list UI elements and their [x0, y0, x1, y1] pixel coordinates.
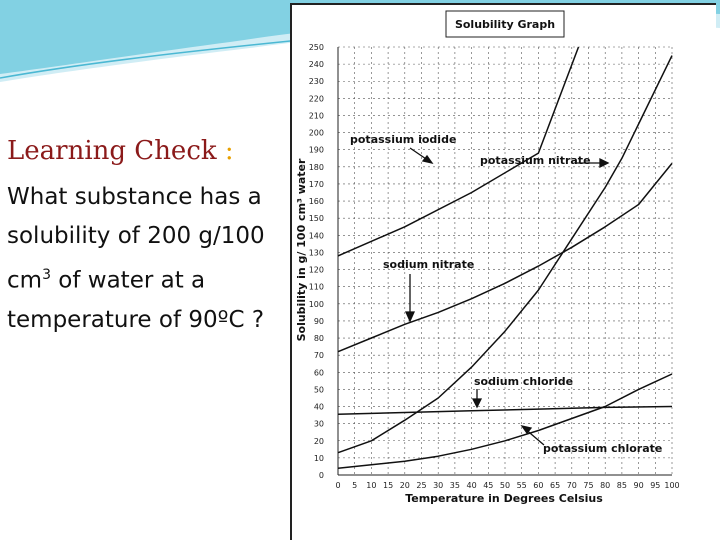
y-axis-label: Solubility in g/ 100 cm³ water — [295, 158, 308, 341]
y-tick-label-210: 210 — [309, 111, 324, 120]
y-tick-label-60: 60 — [314, 368, 324, 377]
x-tick-label-50: 50 — [500, 481, 510, 490]
question-part2: of water at a temperature of 90ºC ? — [7, 267, 265, 333]
x-tick-label-65: 65 — [550, 481, 560, 490]
arrowhead-sodium-nitrate — [404, 311, 416, 323]
y-tick-label-30: 30 — [314, 420, 324, 429]
x-tick-label-80: 80 — [600, 481, 610, 490]
series-line-sodium-chloride — [337, 405, 673, 415]
annotation-sodium-chloride: sodium chloride — [474, 375, 573, 388]
slide-title-colon: : — [224, 136, 234, 166]
x-tick-label-55: 55 — [517, 481, 527, 490]
solubility-chart: Solubility Graph Solubility in g/ 100 cm… — [295, 10, 680, 505]
x-tick-label-20: 20 — [400, 481, 410, 490]
x-tick-label-90: 90 — [634, 481, 644, 490]
x-tick-label-30: 30 — [433, 481, 443, 490]
x-tick-label-95: 95 — [650, 481, 660, 490]
y-tick-label-130: 130 — [309, 248, 324, 257]
y-tick-label-90: 90 — [314, 317, 324, 326]
y-tick-label-190: 190 — [309, 146, 324, 155]
chart-series — [337, 46, 673, 469]
y-tick-label-70: 70 — [314, 351, 324, 360]
y-tick-label-100: 100 — [309, 300, 324, 309]
series-line-sodium-nitrate — [337, 162, 673, 353]
arrowhead-potassium-iodide — [421, 154, 434, 165]
y-tick-label-220: 220 — [309, 94, 324, 103]
y-tick-label-120: 120 — [309, 266, 324, 275]
arrowhead-sodium-chloride — [471, 398, 483, 409]
x-tick-label-60: 60 — [533, 481, 543, 490]
chart-title: Solubility Graph — [455, 18, 555, 31]
series-line-potassium-nitrate — [337, 55, 673, 454]
y-tick-label-80: 80 — [314, 334, 324, 343]
chart-annotations: potassium iodide potassium nitrate sodiu… — [350, 133, 662, 455]
question-superscript: 3 — [42, 267, 51, 283]
y-tick-label-160: 160 — [309, 197, 324, 206]
annotation-potassium-iodide: potassium iodide — [350, 133, 456, 146]
x-tick-label-25: 25 — [416, 481, 426, 490]
x-tick-label-0: 0 — [335, 481, 340, 490]
x-tick-label-70: 70 — [567, 481, 577, 490]
y-tick-label-150: 150 — [309, 214, 324, 223]
y-tick-label-50: 50 — [314, 385, 324, 394]
y-tick-label-170: 170 — [309, 180, 324, 189]
y-tick-label-0: 0 — [319, 471, 324, 480]
x-tick-label-85: 85 — [617, 481, 627, 490]
x-tick-label-75: 75 — [583, 481, 593, 490]
slide-question: What substance has a solubility of 200 g… — [7, 178, 282, 340]
slide-title: Learning Check : — [7, 136, 234, 166]
x-axis-label: Temperature in Degrees Celsius — [405, 492, 603, 505]
x-tick-label-10: 10 — [366, 481, 376, 490]
x-tick-label-5: 5 — [352, 481, 357, 490]
y-tick-label-240: 240 — [309, 60, 324, 69]
chart-ticks: 0102030405060708090100110120130140150160… — [309, 43, 680, 490]
y-tick-label-250: 250 — [309, 43, 324, 52]
y-tick-label-140: 140 — [309, 231, 324, 240]
x-tick-label-45: 45 — [483, 481, 493, 490]
x-tick-label-40: 40 — [467, 481, 477, 490]
series-line-potassium-chlorate — [337, 373, 673, 469]
solubility-graph-panel: Solubility Graph Solubility in g/ 100 cm… — [290, 3, 716, 540]
series-line-potassium-iodide — [337, 46, 580, 257]
y-tick-label-200: 200 — [309, 129, 324, 138]
x-tick-label-35: 35 — [450, 481, 460, 490]
arrowhead-potassium-nitrate — [599, 157, 610, 169]
arrowhead-potassium-chlorate — [520, 424, 533, 435]
chart-title-box: Solubility Graph — [445, 10, 565, 38]
annotation-potassium-nitrate: potassium nitrate — [480, 154, 591, 167]
annotation-sodium-nitrate: sodium nitrate — [383, 258, 474, 271]
y-tick-label-10: 10 — [314, 454, 324, 463]
annotation-potassium-chlorate: potassium chlorate — [543, 442, 662, 455]
x-tick-label-100: 100 — [664, 481, 679, 490]
y-tick-label-180: 180 — [309, 163, 324, 172]
question-part1: What substance has a solubility of 200 g… — [7, 184, 265, 294]
y-tick-label-110: 110 — [309, 283, 324, 292]
slide-title-text: Learning Check — [7, 136, 217, 166]
y-tick-label-230: 230 — [309, 77, 324, 86]
y-tick-label-40: 40 — [314, 403, 324, 412]
x-tick-label-15: 15 — [383, 481, 393, 490]
chart-axes — [337, 47, 672, 476]
y-tick-label-20: 20 — [314, 437, 324, 446]
